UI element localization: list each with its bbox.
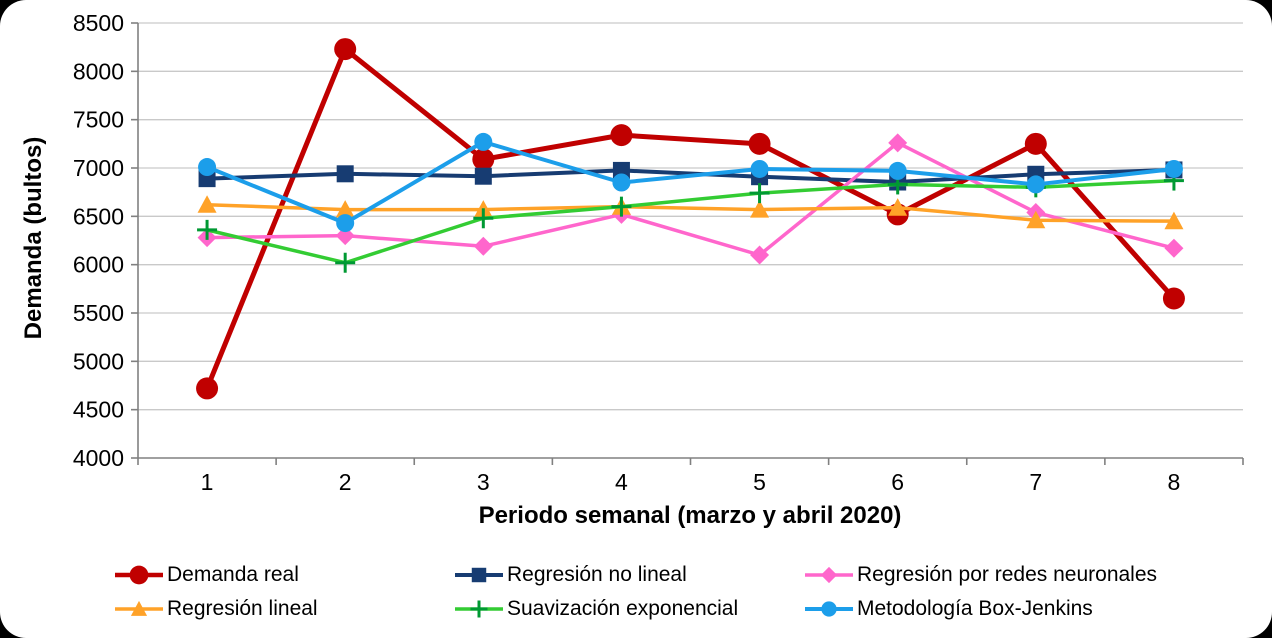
legend-item-suavizacion-exponencial: Suavización exponencial — [453, 596, 738, 622]
svg-text:6: 6 — [891, 469, 904, 495]
svg-text:8500: 8500 — [73, 10, 124, 36]
legend-label: Regresión lineal — [167, 597, 318, 620]
legend-item-demanda-real: Demanda real — [113, 562, 299, 588]
chart-svg: 4000 4500 5000 5500 6000 6500 7000 7500 8000 8500… — [73, 10, 1244, 495]
x-axis-title: Periodo semanal (marzo y abril 2020) — [478, 502, 902, 529]
svg-text:5000: 5000 — [73, 348, 124, 374]
svg-text:1: 1 — [201, 469, 214, 495]
y-axis-title: Demanda (bultos) — [20, 136, 47, 340]
legend-label: Regresión por redes neuronales — [857, 563, 1158, 586]
legend-item-regresion-lineal: Regresión lineal — [113, 596, 318, 622]
svg-text:8000: 8000 — [73, 58, 124, 84]
legend-marker-diamond-pink-icon — [805, 566, 853, 584]
legend-marker-plus-green-icon — [455, 600, 503, 618]
svg-text:5500: 5500 — [73, 300, 124, 326]
svg-text:7000: 7000 — [73, 155, 124, 181]
svg-text:4000: 4000 — [73, 445, 124, 471]
svg-text:7500: 7500 — [73, 107, 124, 133]
svg-text:7: 7 — [1029, 469, 1042, 495]
legend-item-box-jenkins: Metodología Box-Jenkins — [803, 596, 1093, 622]
legend-marker-circle-red-icon — [115, 565, 163, 585]
legend-label: Suavización exponencial — [507, 597, 739, 620]
svg-text:5: 5 — [753, 469, 766, 495]
legend-item-regresion-no-lineal: Regresión no lineal — [453, 562, 687, 588]
legend-item-redes-neuronales: Regresión por redes neuronales — [803, 562, 1157, 588]
svg-text:6000: 6000 — [73, 252, 124, 278]
legend-label: Regresión no lineal — [507, 563, 687, 586]
svg-text:4500: 4500 — [73, 397, 124, 423]
legend-label: Demanda real — [167, 563, 299, 586]
legend-label: Metodología Box-Jenkins — [857, 597, 1093, 620]
legend-marker-square-navy-icon — [455, 567, 503, 583]
legend-marker-circle-blue-icon — [805, 601, 853, 617]
svg-text:4: 4 — [615, 469, 628, 495]
svg-text:2: 2 — [339, 469, 352, 495]
legend-marker-triangle-orange-icon — [115, 600, 163, 616]
svg-text:8: 8 — [1168, 469, 1181, 495]
svg-text:6500: 6500 — [73, 203, 124, 229]
svg-text:3: 3 — [477, 469, 490, 495]
